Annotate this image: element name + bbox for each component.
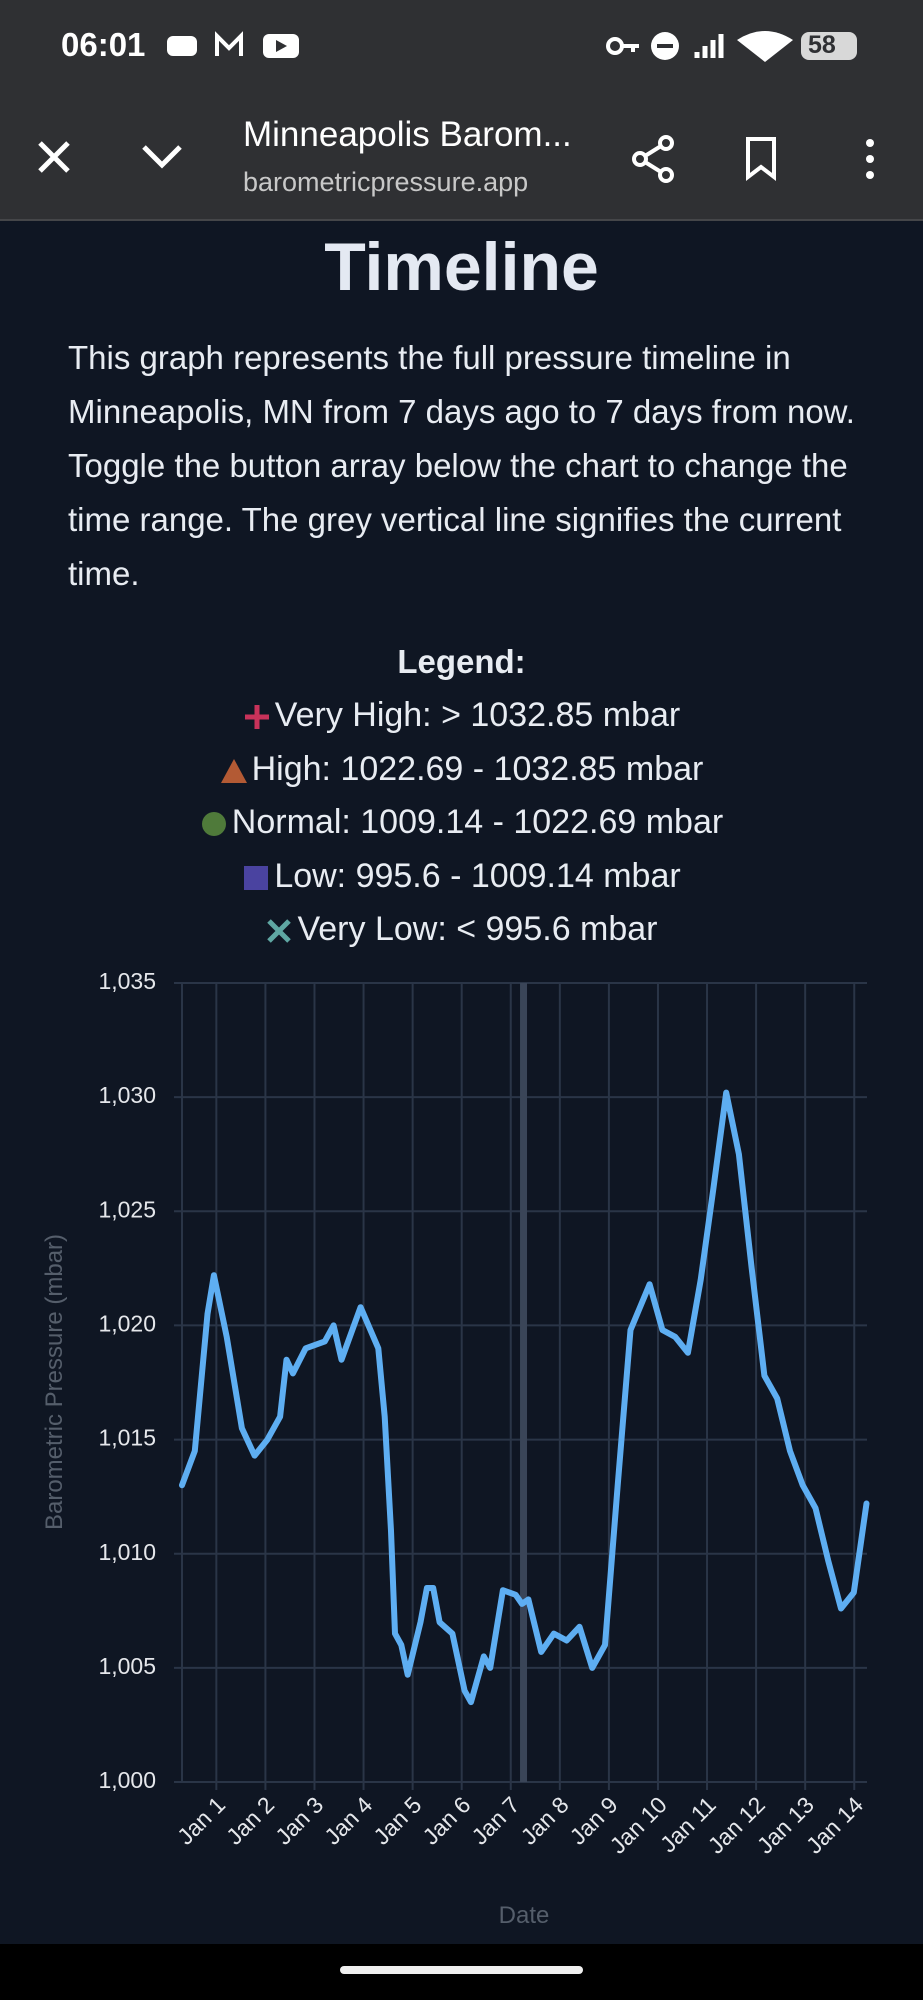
y-tick-label: 1,005 [98, 1653, 156, 1679]
y-tick-label: 1,000 [98, 1767, 156, 1793]
battery-level: 58 [808, 31, 836, 59]
legend-marker [244, 866, 269, 891]
legend-text: Very High: > 1032.85 mbar [274, 696, 681, 734]
share-button[interactable] [630, 135, 678, 183]
description: This graph represents the full pressure … [68, 339, 855, 592]
y-tick-label: 1,035 [98, 968, 156, 994]
y-tick-label: 1,030 [98, 1082, 156, 1108]
x-tick-label: Jan 3 [270, 1791, 328, 1849]
page-title: Minneapolis Barom... [243, 115, 572, 154]
legend-item: Normal: 1009.14 - 1022.69 mbar [0, 803, 923, 842]
x-tick-label: Jan 8 [515, 1791, 573, 1849]
legend-item: High: 1022.69 - 1032.85 mbar [0, 750, 923, 789]
legend-text: High: 1022.69 - 1032.85 mbar [251, 750, 704, 788]
legend-item: Low: 995.6 - 1009.14 mbar [0, 857, 923, 896]
browser-toolbar: Minneapolis Barom... barometricpressure.… [0, 85, 923, 221]
legend-text: Normal: 1009.14 - 1022.69 mbar [231, 803, 724, 841]
legend-title: Legend: [397, 643, 526, 680]
clock: 06:01 [61, 26, 146, 63]
page-url: barometricpressure.app [243, 167, 529, 197]
x-tick-label: Jan 5 [368, 1791, 426, 1849]
menu-button[interactable] [858, 135, 882, 183]
system-icons [606, 31, 857, 62]
x-axis-label: Date [499, 1902, 550, 1929]
close-button[interactable] [34, 137, 74, 177]
y-tick-label: 1,020 [98, 1311, 156, 1337]
legend-text: Very Low: < 995.6 mbar [297, 910, 658, 948]
expand-button[interactable] [140, 141, 184, 171]
heading: Timeline [324, 229, 599, 305]
chart: Barometric Pressure (mbar) Date 1,000 1,0… [41, 968, 870, 1929]
x-tick-label: Jan 7 [466, 1791, 524, 1849]
navigation-bar [0, 1944, 923, 2000]
x-tick-label: Jan 6 [417, 1791, 475, 1849]
legend-item: Very Low: < 995.6 mbar [0, 910, 923, 949]
legend-text: Low: 995.6 - 1009.14 mbar [274, 857, 681, 895]
x-tick-label: Jan 2 [221, 1791, 279, 1849]
x-tick-label: Jan 1 [172, 1791, 230, 1849]
bookmark-button[interactable] [742, 135, 782, 183]
home-handle[interactable] [340, 1966, 583, 1974]
legend-marker [267, 919, 292, 943]
y-tick-label: 1,010 [98, 1539, 156, 1565]
status-bar: 06:01 58 [0, 0, 923, 85]
x-tick-label: Jan 4 [319, 1791, 377, 1849]
pressure-line [179, 1089, 870, 1706]
legend-marker [244, 705, 269, 730]
x-tick-label: Jan 14 [801, 1791, 868, 1858]
notification-icons [167, 31, 299, 58]
legend-marker [220, 759, 247, 784]
x-tick-label: Jan 10 [605, 1791, 672, 1858]
y-axis-label: Barometric Pressure (mbar) [41, 1234, 68, 1530]
y-tick-label: 1,025 [98, 1196, 156, 1222]
y-tick-label: 1,015 [98, 1425, 156, 1451]
legend-item: Very High: > 1032.85 mbar [0, 696, 923, 735]
legend-marker [201, 812, 226, 837]
